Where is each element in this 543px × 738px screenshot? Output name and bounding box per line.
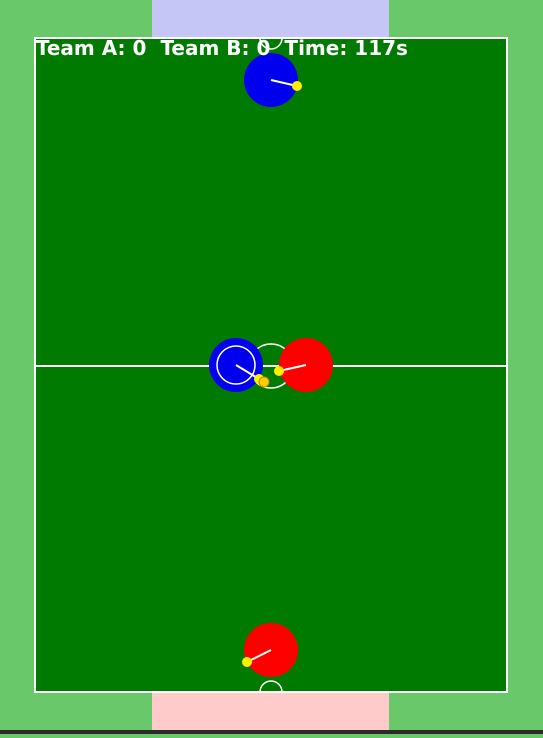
window-bottom-edge	[0, 730, 543, 734]
team-b-score: Team B: 0	[160, 36, 271, 60]
team-b-player	[274, 338, 333, 392]
team-b-goal-zone	[152, 0, 389, 38]
bottom-goal-arc	[259, 680, 283, 693]
team-a-goal-zone	[152, 692, 389, 730]
score-hud: Team A: 0 Team B: 0 Time: 117s	[8, 9, 422, 87]
team-a-goalkeeper	[244, 53, 302, 107]
team-b-goalkeeper	[242, 623, 298, 677]
selection-ring	[216, 345, 256, 385]
top-goal-arc	[259, 37, 283, 50]
match-timer: Time: 117s	[284, 36, 408, 60]
ball	[258, 376, 270, 388]
team-a-score: Team A: 0	[35, 36, 147, 60]
